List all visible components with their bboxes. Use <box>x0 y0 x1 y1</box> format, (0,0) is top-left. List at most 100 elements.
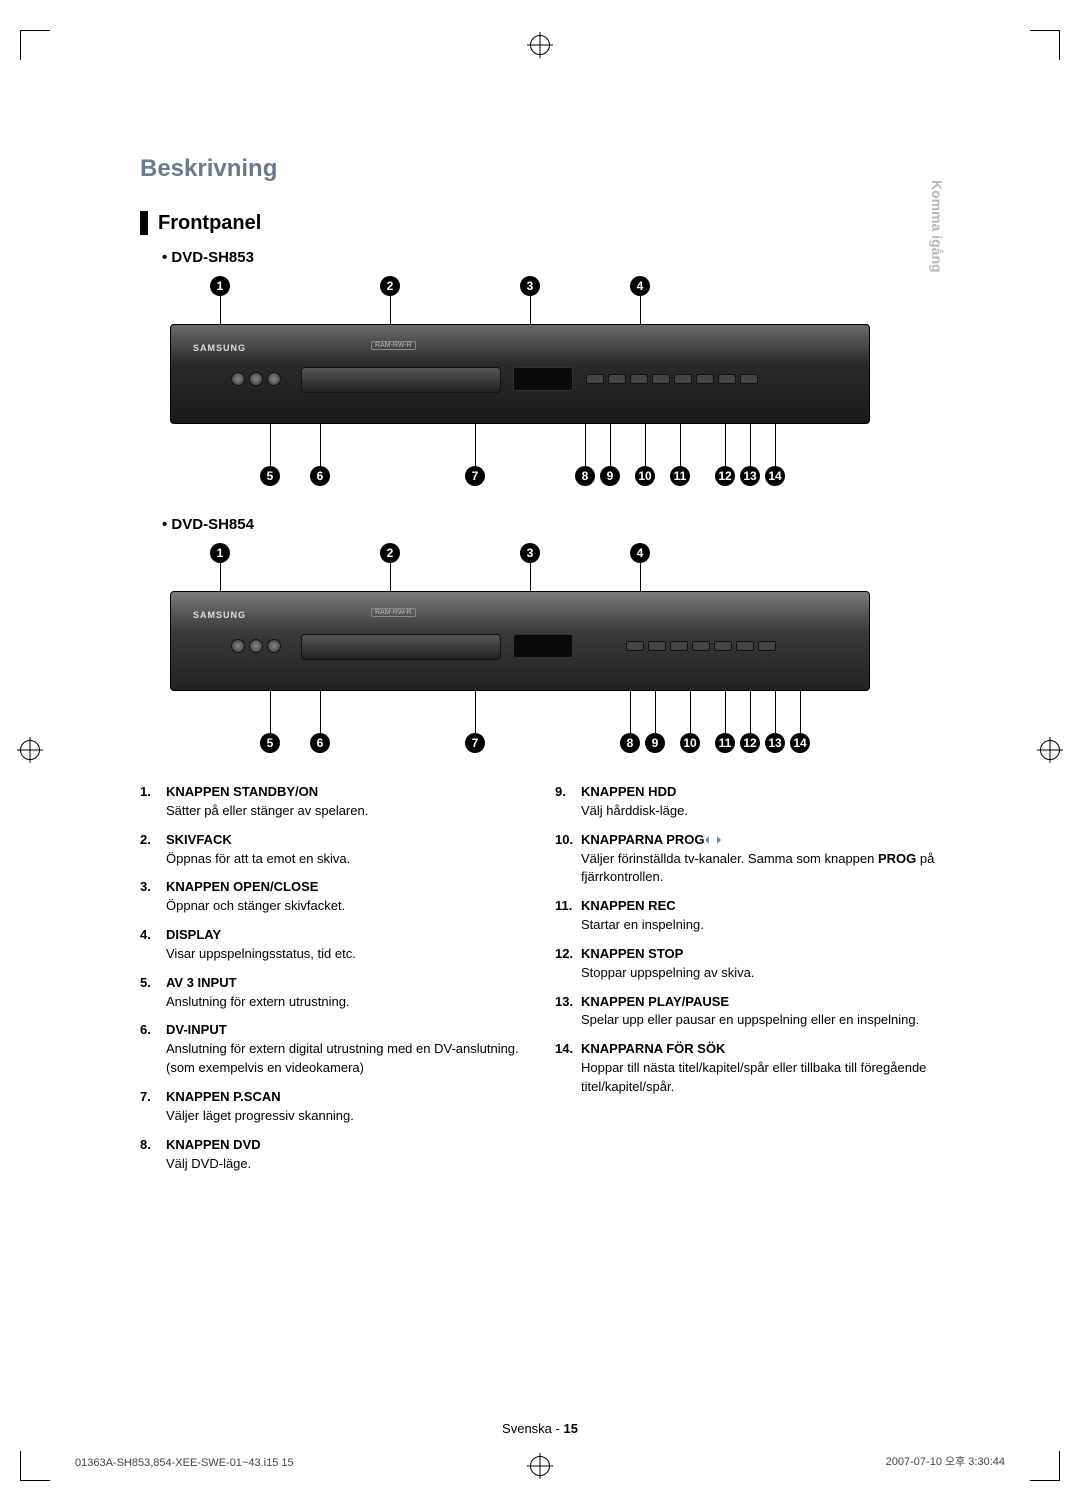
device-figure-b: 1 2 3 4 SAMSUNG RAM-RW-R <box>170 543 870 753</box>
leader <box>630 691 631 733</box>
callout-4: 4 <box>630 543 650 563</box>
leader <box>475 424 476 466</box>
legend-item-desc: Väljer förinställda tv-kanaler. Samma so… <box>581 850 940 888</box>
front-button <box>630 374 648 384</box>
front-button <box>740 374 758 384</box>
callout-2: 2 <box>380 543 400 563</box>
legend-item: KNAPPEN HDDVälj hårddisk-läge. <box>555 783 940 821</box>
leader <box>750 424 751 466</box>
front-button <box>696 374 714 384</box>
legend-item-head: KNAPPEN P.SCAN <box>166 1088 525 1107</box>
callout-6: 6 <box>310 733 330 753</box>
leader <box>475 691 476 733</box>
legend-item: DISPLAYVisar uppspelningsstatus, tid etc… <box>140 926 525 964</box>
legend-item-head: DISPLAY <box>166 926 525 945</box>
legend-col-left: KNAPPEN STANDBY/ONSätter på eller stänge… <box>140 783 525 1183</box>
legend-item-desc: Välj DVD-läge. <box>166 1155 525 1174</box>
legend-item-desc: Hoppar till nästa titel/kapitel/spår ell… <box>581 1059 940 1097</box>
footer-page: 15 <box>563 1421 577 1436</box>
prog-arrows-icon <box>705 832 725 851</box>
front-button <box>652 374 670 384</box>
legend-item-head: AV 3 INPUT <box>166 974 525 993</box>
knob <box>267 639 281 653</box>
front-button <box>714 641 732 651</box>
knob <box>249 372 263 386</box>
legend-item-head: KNAPPEN DVD <box>166 1136 525 1155</box>
model-label-b: • DVD-SH854 <box>162 516 940 533</box>
legend-item-desc: Visar uppspelningsstatus, tid etc. <box>166 945 525 964</box>
front-button <box>608 374 626 384</box>
callout-10: 10 <box>635 466 655 486</box>
callout-3: 3 <box>520 276 540 296</box>
legend-item: KNAPPEN PLAY/PAUSESpelar upp eller pausa… <box>555 993 940 1031</box>
legend-item-desc: Väljer läget progressiv skanning. <box>166 1107 525 1126</box>
registration-mark <box>20 740 40 760</box>
legend-item-desc: Stoppar uppspelning av skiva. <box>581 964 940 983</box>
leader <box>750 691 751 733</box>
legend-item: KNAPPEN DVDVälj DVD-läge. <box>140 1136 525 1174</box>
legend-item-desc: Startar en inspelning. <box>581 916 940 935</box>
legend-item-head: KNAPPARNA PROG <box>581 831 940 850</box>
knob <box>249 639 263 653</box>
legend-item-desc: Välj hårddisk-läge. <box>581 802 940 821</box>
crop-mark <box>1030 30 1060 60</box>
callout-9: 9 <box>600 466 620 486</box>
legend-item: AV 3 INPUTAnslutning för extern utrustni… <box>140 974 525 1012</box>
leader <box>775 424 776 466</box>
crop-mark <box>1030 1451 1060 1481</box>
registration-mark <box>530 1456 550 1476</box>
display-panel <box>513 367 573 391</box>
registration-mark <box>1040 740 1060 760</box>
callout-11: 11 <box>670 466 690 486</box>
device-badge: RAM-RW-R <box>371 608 416 617</box>
footer-lang: Svenska - <box>502 1421 560 1436</box>
legend-item-desc: Spelar upp eller pausar en uppspelning e… <box>581 1011 940 1030</box>
display-panel <box>513 634 573 658</box>
front-button <box>674 374 692 384</box>
leader <box>655 691 656 733</box>
leader <box>585 424 586 466</box>
legend-item-desc: Öppnas för att ta emot en skiva. <box>166 850 525 869</box>
callout-1: 1 <box>210 276 230 296</box>
leader <box>610 424 611 466</box>
legend-item: KNAPPEN STANDBY/ONSätter på eller stänge… <box>140 783 525 821</box>
subsection-title: Frontpanel <box>158 212 261 235</box>
callout-5: 5 <box>260 466 280 486</box>
legend: KNAPPEN STANDBY/ONSätter på eller stänge… <box>140 783 940 1183</box>
callout-2: 2 <box>380 276 400 296</box>
callout-9: 9 <box>645 733 665 753</box>
knob <box>231 372 245 386</box>
callout-14: 14 <box>790 733 810 753</box>
device-badge: RAM-RW-R <box>371 341 416 350</box>
legend-item: KNAPPEN P.SCANVäljer läget progressiv sk… <box>140 1088 525 1126</box>
legend-item-head: SKIVFACK <box>166 831 525 850</box>
heading-bar <box>140 211 148 235</box>
legend-item-head: KNAPPARNA FÖR SÖK <box>581 1040 940 1059</box>
device-body: SAMSUNG RAM-RW-R <box>170 324 870 424</box>
legend-col-right: KNAPPEN HDDVälj hårddisk-läge. KNAPPARNA … <box>555 783 940 1183</box>
legend-item-head: KNAPPEN OPEN/CLOSE <box>166 878 525 897</box>
print-footer-left: 01363A-SH853,854-XEE-SWE-01~43.i15 15 <box>75 1457 294 1469</box>
legend-item: DV-INPUTAnslutning för extern digital ut… <box>140 1021 525 1078</box>
device-brand: SAMSUNG <box>193 343 246 353</box>
front-button <box>586 374 604 384</box>
legend-item-head: KNAPPEN STOP <box>581 945 940 964</box>
leader <box>800 691 801 733</box>
leader <box>645 424 646 466</box>
model-label-a: • DVD-SH853 <box>162 249 940 266</box>
front-button <box>670 641 688 651</box>
callout-5: 5 <box>260 733 280 753</box>
section-title: Beskrivning <box>140 155 940 183</box>
legend-item-head: KNAPPEN REC <box>581 897 940 916</box>
subsection-heading: Frontpanel <box>140 211 940 235</box>
legend-item: KNAPPARNA FÖR SÖKHoppar till nästa titel… <box>555 1040 940 1097</box>
callout-12: 12 <box>740 733 760 753</box>
print-footer-right: 2007-07-10 오후 3:30:44 <box>886 1453 1005 1469</box>
leader <box>680 424 681 466</box>
legend-item: KNAPPARNA PROGVäljer förinställda tv-kan… <box>555 831 940 888</box>
leader <box>725 424 726 466</box>
leader <box>270 424 271 466</box>
callout-4: 4 <box>630 276 650 296</box>
legend-item-head: DV-INPUT <box>166 1021 525 1040</box>
device-brand: SAMSUNG <box>193 610 246 620</box>
